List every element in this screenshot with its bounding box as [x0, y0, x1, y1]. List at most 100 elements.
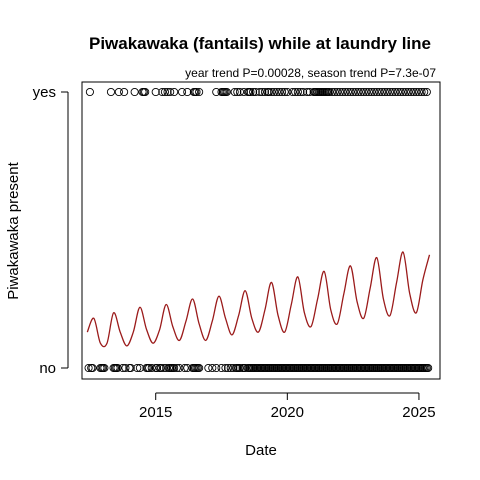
observation-point-yes: [406, 87, 416, 97]
observation-point-yes: [388, 87, 397, 97]
observation-point-yes: [270, 87, 279, 97]
observation-point-yes: [160, 87, 169, 97]
observation-point-yes: [255, 87, 264, 97]
x-axis: 2015 2020 2025: [139, 392, 436, 421]
chart-title: Piwakawaka (fantails) while at laundry l…: [89, 34, 431, 53]
observation-point-yes: [409, 87, 418, 97]
observation-point-no: [152, 363, 162, 373]
observation-point-yes: [338, 87, 347, 97]
observation-point-yes: [233, 87, 242, 97]
y-tick-label: yes: [33, 84, 56, 101]
observation-point-no: [204, 363, 213, 373]
observation-point-no: [241, 363, 250, 373]
observation-point-yes: [212, 87, 221, 97]
observation-point-yes: [343, 87, 352, 97]
observation-point-yes: [230, 87, 239, 97]
observation-point-no: [145, 363, 154, 373]
observation-point-yes: [346, 87, 355, 97]
observation-point-yes: [278, 87, 287, 97]
observation-point-yes: [264, 87, 273, 97]
observation-point-yes: [114, 87, 123, 97]
observation-point-yes: [280, 87, 289, 97]
observation-point-yes: [328, 87, 337, 97]
observation-point-yes: [267, 87, 276, 97]
observation-point-yes: [85, 87, 94, 97]
observation-point-yes: [335, 87, 345, 97]
x-axis-label: Date: [245, 442, 277, 459]
observation-point-yes: [420, 87, 429, 97]
observation-point-yes: [192, 87, 201, 97]
observation-point-yes: [158, 87, 167, 97]
y-tick-label: no: [39, 360, 56, 377]
observation-point-yes: [141, 87, 150, 97]
observation-point-yes: [383, 87, 392, 97]
observation-point-yes: [378, 87, 387, 97]
observation-point-yes: [296, 87, 305, 97]
x-tick-label: 2015: [139, 404, 172, 421]
observation-point-yes: [364, 87, 373, 97]
observation-point-no: [113, 363, 122, 373]
y-axis: no yes: [33, 84, 69, 377]
observation-point-no: [170, 363, 179, 373]
observation-point-yes: [349, 87, 358, 97]
observation-point-yes: [275, 87, 284, 97]
observation-point-no: [135, 363, 144, 373]
observation-point-yes: [251, 87, 260, 97]
observation-point-yes: [303, 87, 312, 97]
observation-point-yes: [120, 87, 129, 97]
observation-point-yes: [235, 87, 244, 97]
observation-point-yes: [293, 87, 302, 97]
observation-point-yes: [401, 87, 410, 97]
observation-point-yes: [246, 87, 255, 97]
observation-point-yes: [380, 87, 389, 97]
observation-point-yes: [385, 87, 395, 97]
observation-point-yes: [239, 87, 248, 97]
observation-point-yes: [370, 87, 379, 97]
observation-point-yes: [341, 87, 350, 97]
observation-point-no: [224, 363, 233, 373]
observation-point-no: [147, 363, 156, 373]
observation-point-yes: [299, 87, 308, 97]
observation-point-no: [221, 363, 230, 373]
x-tick-label: 2020: [271, 404, 304, 421]
observation-point-no: [84, 363, 93, 373]
observation-point-yes: [305, 87, 314, 97]
observation-point-yes: [351, 87, 360, 97]
observation-point-yes: [359, 87, 368, 97]
observation-point-no: [175, 363, 184, 373]
observation-point-no: [212, 363, 221, 373]
observation-point-yes: [166, 87, 175, 97]
observation-point-yes: [258, 87, 267, 97]
observation-point-no: [162, 363, 171, 373]
y-axis-label: Piwakawaka present: [5, 161, 22, 299]
observation-point-no: [183, 363, 192, 373]
observation-point-yes: [325, 87, 334, 97]
observation-point-yes: [177, 87, 187, 97]
observation-point-no: [118, 363, 127, 373]
observation-point-yes: [396, 87, 405, 97]
observation-point-yes: [283, 87, 292, 97]
observation-point-no: [159, 363, 168, 373]
observation-point-yes: [393, 87, 402, 97]
observation-point-no: [121, 363, 130, 373]
observation-point-yes: [163, 87, 172, 97]
observation-point-yes: [272, 87, 281, 97]
observation-point-yes: [367, 87, 376, 97]
observation-point-no: [235, 363, 244, 373]
observation-point-no: [208, 363, 217, 373]
observation-point-yes: [130, 87, 139, 97]
observation-point-yes: [195, 87, 204, 97]
observation-point-yes: [151, 87, 160, 97]
observation-point-yes: [422, 87, 431, 97]
observation-point-yes: [391, 87, 400, 97]
observation-point-no: [133, 363, 142, 373]
observation-point-no: [226, 363, 235, 373]
observation-point-no: [229, 363, 238, 373]
observation-point-yes: [354, 87, 363, 97]
x-tick-label: 2025: [402, 404, 435, 421]
observation-point-yes: [399, 87, 408, 97]
observation-point-yes: [333, 87, 342, 97]
observation-point-yes: [183, 87, 192, 97]
observation-point-no: [126, 363, 135, 373]
observation-points: [84, 87, 433, 373]
